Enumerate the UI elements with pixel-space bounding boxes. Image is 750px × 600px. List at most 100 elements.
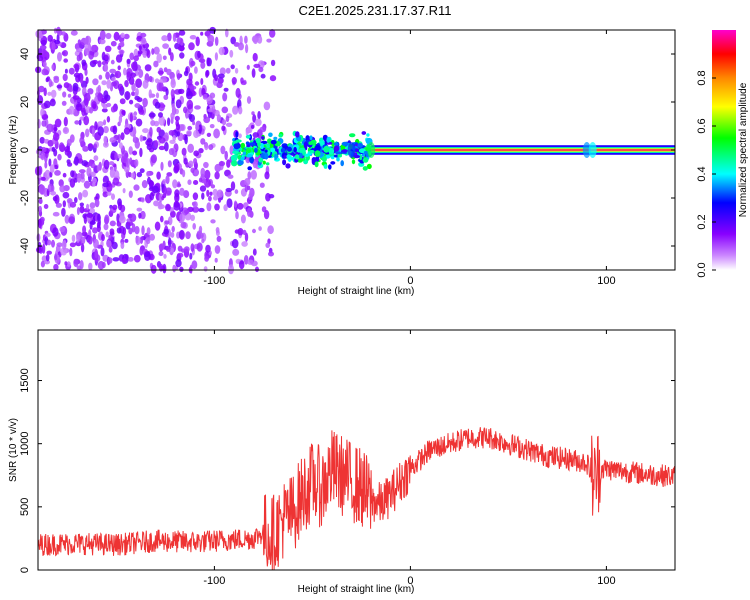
heatmap-cell <box>235 139 242 143</box>
heatmap-cell <box>133 111 138 116</box>
heatmap-cell <box>177 45 185 52</box>
heatmap-cell <box>179 266 184 272</box>
heatmap-cell <box>367 142 376 158</box>
heatmap-cell <box>190 60 196 67</box>
heatmap-cell <box>103 223 109 231</box>
heatmap-cell <box>189 85 197 90</box>
heatmap-cell <box>68 105 75 115</box>
heatmap-cell <box>235 87 241 98</box>
heatmap-cell <box>60 247 68 256</box>
heatmap-cell <box>150 264 157 274</box>
heatmap-cell <box>128 190 133 198</box>
heatmap-cell <box>132 133 137 143</box>
heatmap-cell <box>195 125 200 131</box>
heatmap-cell <box>148 180 155 188</box>
heatmap-cell <box>240 156 245 161</box>
heatmap-cell <box>84 97 89 108</box>
heatmap-cell <box>233 143 240 150</box>
heatmap-cell <box>170 88 175 98</box>
heatmap-cell <box>264 171 270 180</box>
heatmap-cell <box>199 185 207 192</box>
heatmap-cell <box>186 99 194 110</box>
heatmap-cell <box>194 66 198 74</box>
heatmap-cell <box>85 128 90 138</box>
heatmap-cell <box>49 98 56 107</box>
heatmap-cell <box>362 166 368 171</box>
heatmap-cell <box>149 126 153 137</box>
heatmap-cell <box>253 63 261 68</box>
heatmap-cell <box>117 201 123 211</box>
heatmap-cell <box>102 103 106 108</box>
heatmap-cell <box>336 157 340 162</box>
heatmap-cell <box>109 68 117 74</box>
heatmap-cell <box>186 90 193 100</box>
heatmap-cell <box>94 198 100 208</box>
heatmap-cell <box>357 142 364 148</box>
heatmap-cell <box>173 165 179 174</box>
heatmap-cell <box>252 52 258 62</box>
y-tick-label: 500 <box>19 498 31 516</box>
heatmap-cell <box>158 251 164 257</box>
y-tick-label: 20 <box>19 96 31 108</box>
heatmap-cell <box>225 67 231 74</box>
heatmap-cell <box>130 172 136 179</box>
heatmap-cell <box>188 42 195 51</box>
heatmap-cell <box>154 140 159 148</box>
heatmap-cell <box>66 261 71 267</box>
heatmap-cell <box>153 60 159 68</box>
heatmap-cell <box>47 91 52 96</box>
heatmap-cell <box>264 152 269 160</box>
heatmap-cell <box>226 159 231 168</box>
heatmap-cell <box>258 226 262 232</box>
heatmap-cell <box>100 247 105 257</box>
colorbar-tick-label: 0.4 <box>696 166 708 181</box>
heatmap-cell <box>203 266 208 272</box>
heatmap-cell <box>126 58 131 64</box>
heatmap-cell <box>138 45 142 51</box>
heatmap-cell <box>260 142 264 150</box>
heatmap-cell <box>136 207 143 212</box>
heatmap-cell <box>179 52 185 59</box>
heatmap-cell <box>48 158 52 167</box>
heatmap-cell <box>294 154 300 160</box>
heatmap-cell <box>141 37 147 44</box>
snr-x-ticks: -100 0 100 <box>203 330 616 587</box>
heatmap-cell <box>117 153 122 159</box>
heatmap-cell <box>53 75 59 80</box>
heatmap-cell <box>40 146 47 153</box>
heatmap-cell <box>351 159 356 165</box>
heatmap-cell <box>183 157 188 165</box>
heatmap-cell <box>198 148 204 154</box>
heatmap-cell <box>280 147 286 153</box>
heatmap-cell <box>88 262 93 271</box>
heatmap-cell <box>133 184 140 191</box>
heatmap-cell <box>206 202 212 212</box>
heatmap-cell <box>167 237 172 248</box>
heatmap-cell <box>113 80 120 90</box>
heatmap-cell <box>176 131 180 137</box>
heatmap-cell <box>42 243 46 254</box>
heatmap-cell <box>97 92 103 102</box>
heatmap-cell <box>197 230 203 235</box>
heatmap-cell <box>171 103 176 110</box>
heatmap-cell <box>258 157 264 163</box>
heatmap-cell <box>201 238 205 244</box>
heatmap-cell <box>161 35 168 42</box>
heatmap-cell <box>238 260 245 270</box>
colorbar-tick-label: 0.6 <box>696 118 708 133</box>
heatmap-cell <box>203 116 211 124</box>
heatmap-cell <box>267 225 274 235</box>
heatmap-cell <box>141 225 145 236</box>
heatmap-cell <box>130 72 136 78</box>
heatmap-cell <box>78 119 82 126</box>
heatmap-cell <box>62 172 67 178</box>
heatmap-cell <box>245 134 251 139</box>
heatmap-cell <box>106 102 112 108</box>
y-tick-label: -20 <box>19 190 31 206</box>
snr-y-axis-label: SNR (10 * v/v) <box>8 418 19 482</box>
heatmap-cell <box>58 142 65 152</box>
heatmap-cell <box>192 201 198 208</box>
heatmap-cell <box>148 89 152 99</box>
heatmap-cell <box>146 227 151 236</box>
heatmap-cell <box>38 198 43 205</box>
